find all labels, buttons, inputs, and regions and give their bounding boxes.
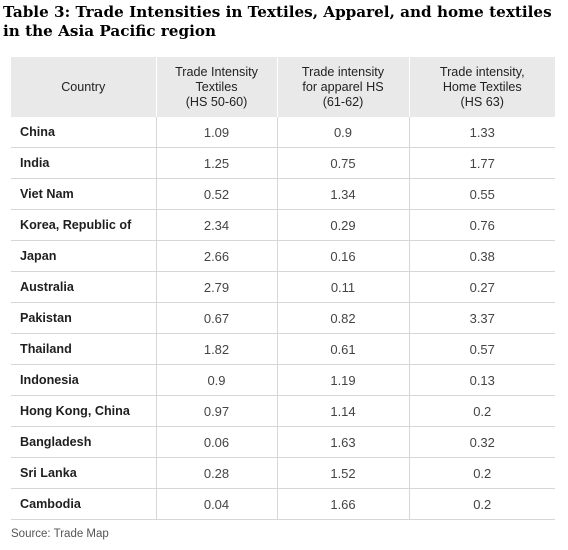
header-textiles: Trade Intensity Textiles (HS 50-60) [155,57,277,117]
home-textiles-value: 1.77 [408,147,555,179]
home-textiles-value: 0.13 [408,364,555,396]
textiles-value: 0.67 [155,302,277,334]
apparel-value: 1.66 [276,488,409,520]
country-cell: Japan [11,240,156,272]
apparel-value: 1.19 [276,364,409,396]
country-cell: Australia [11,271,156,303]
table-row: Thailand 1.82 0.61 0.57 [11,333,555,365]
table-header-row: Country Trade Intensity Textiles (HS 50-60… [11,57,555,117]
country-cell: Thailand [11,333,156,365]
home-textiles-value: 0.57 [408,333,555,365]
apparel-value: 0.16 [276,240,409,272]
apparel-value: 0.61 [276,333,409,365]
apparel-value: 0.9 [276,117,409,148]
textiles-value: 1.25 [155,147,277,179]
table-row: Sri Lanka 0.28 1.52 0.2 [11,457,555,489]
textiles-value: 0.97 [155,395,277,427]
table-row: Indonesia 0.9 1.19 0.13 [11,364,555,396]
textiles-value: 1.09 [155,117,277,148]
home-textiles-value: 0.38 [408,240,555,272]
textiles-value: 0.28 [155,457,277,489]
textiles-value: 0.04 [155,488,277,520]
table-row: Korea, Republic of 2.34 0.29 0.76 [11,209,555,241]
country-cell: Indonesia [11,364,156,396]
table-row: Pakistan 0.67 0.82 3.37 [11,302,555,334]
apparel-value: 0.11 [276,271,409,303]
country-cell: Pakistan [11,302,156,334]
home-textiles-value: 0.55 [408,178,555,210]
textiles-value: 2.34 [155,209,277,241]
apparel-value: 1.63 [276,426,409,458]
textiles-value: 0.06 [155,426,277,458]
table-title: Table 3: Trade Intensities in Textiles, … [3,3,552,40]
textiles-value: 2.79 [155,271,277,303]
header-apparel: Trade intensity for apparel HS (61-62) [276,57,409,117]
home-textiles-value: 1.33 [408,117,555,148]
home-textiles-value: 0.27 [408,271,555,303]
apparel-value: 1.14 [276,395,409,427]
table-row: Japan 2.66 0.16 0.38 [11,240,555,272]
header-home-textiles: Trade intensity, Home Textiles (HS 63) [408,57,555,117]
country-cell: Viet Nam [11,178,156,210]
country-cell: Cambodia [11,488,156,520]
country-cell: India [11,147,156,179]
country-cell: Korea, Republic of [11,209,156,241]
table-row: Cambodia 0.04 1.66 0.2 [11,488,555,520]
table-row: China 1.09 0.9 1.33 [11,117,555,148]
country-cell: China [11,117,156,148]
textiles-value: 1.82 [155,333,277,365]
header-country: Country [11,57,156,117]
textiles-value: 2.66 [155,240,277,272]
textiles-value: 0.9 [155,364,277,396]
table-row: India 1.25 0.75 1.77 [11,147,555,179]
home-textiles-value: 0.2 [408,457,555,489]
home-textiles-value: 0.32 [408,426,555,458]
apparel-value: 0.82 [276,302,409,334]
table-row: Viet Nam 0.52 1.34 0.55 [11,178,555,210]
country-cell: Sri Lanka [11,457,156,489]
home-textiles-value: 0.2 [408,395,555,427]
trade-intensity-table: Country Trade Intensity Textiles (HS 50-60… [11,57,555,520]
source-note: Source: Trade Map [11,528,109,540]
home-textiles-value: 0.2 [408,488,555,520]
table-row: Bangladesh 0.06 1.63 0.32 [11,426,555,458]
country-cell: Bangladesh [11,426,156,458]
apparel-value: 1.34 [276,178,409,210]
apparel-value: 0.29 [276,209,409,241]
home-textiles-value: 0.76 [408,209,555,241]
apparel-value: 0.75 [276,147,409,179]
apparel-value: 1.52 [276,457,409,489]
table-row: Hong Kong, China 0.97 1.14 0.2 [11,395,555,427]
textiles-value: 0.52 [155,178,277,210]
home-textiles-value: 3.37 [408,302,555,334]
table-row: Australia 2.79 0.11 0.27 [11,271,555,303]
country-cell: Hong Kong, China [11,395,156,427]
